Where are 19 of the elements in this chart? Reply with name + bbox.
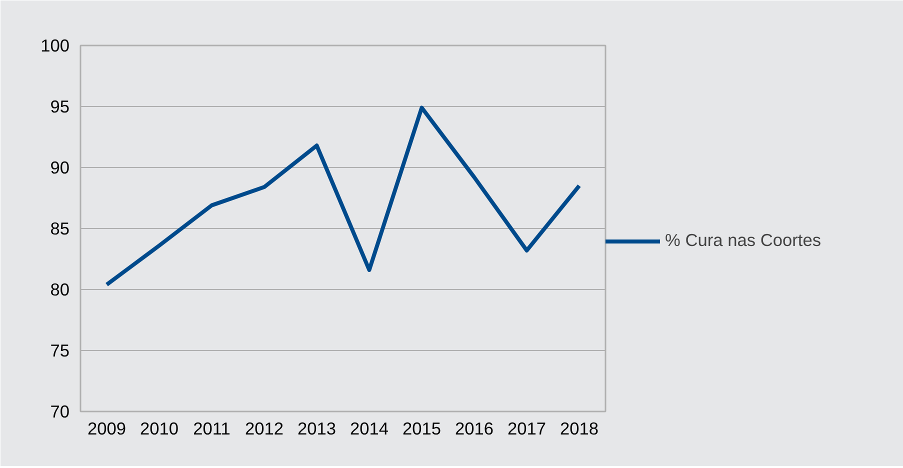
y-tick-label: 70 xyxy=(50,402,70,422)
line-series xyxy=(104,106,582,287)
x-tick-label: 2014 xyxy=(350,418,389,438)
legend-label: % Cura nas Coortes xyxy=(665,230,822,251)
y-tick-label: 80 xyxy=(50,280,70,300)
x-tick-label: 2017 xyxy=(507,418,546,438)
x-tick-label: 2015 xyxy=(402,418,442,438)
y-tick-label: 95 xyxy=(50,96,70,116)
x-tick-label: 2018 xyxy=(560,418,599,438)
x-tick-label: 2009 xyxy=(87,418,126,438)
y-tick-label: 85 xyxy=(50,218,70,238)
x-tick-label: 2011 xyxy=(193,418,230,438)
y-tick-label: 75 xyxy=(50,340,70,360)
y-tick-label: 100 xyxy=(40,36,70,56)
x-tick-label: 2013 xyxy=(297,418,336,438)
x-tick-label: 2016 xyxy=(454,418,494,438)
y-tick-label: 90 xyxy=(50,158,70,178)
x-tick-label: 2010 xyxy=(140,418,179,438)
x-tick-label: 2012 xyxy=(244,418,284,438)
